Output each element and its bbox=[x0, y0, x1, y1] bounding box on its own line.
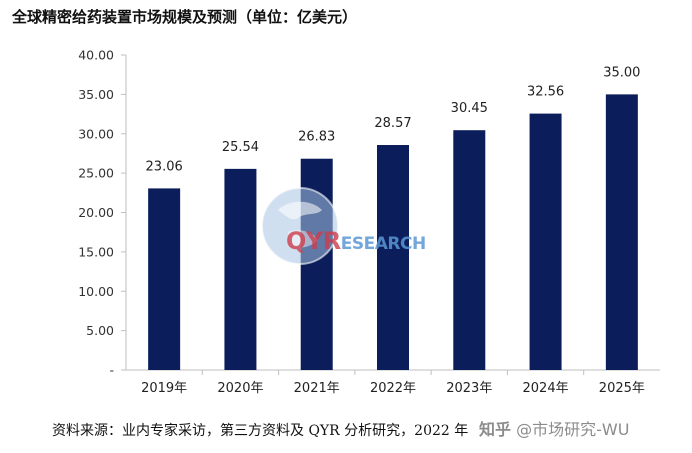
y-tick-label: 5.00 bbox=[86, 323, 114, 338]
data-label: 26.83 bbox=[298, 130, 335, 145]
chart-title: 全球精密给药装置市场规模及预测（单位：亿美元） bbox=[12, 8, 358, 26]
x-tick-label: 2025年 bbox=[599, 381, 645, 396]
x-tick-label: 2023年 bbox=[446, 381, 492, 396]
data-labels: 23.06 25.54 26.83 28.57 30.45 32.56 35.00 bbox=[146, 65, 641, 174]
x-tick-label: 2024年 bbox=[523, 381, 569, 396]
source-note: 资料来源：业内专家采访，第三方资料及 QYR 分析研究，2022 年 bbox=[52, 423, 469, 439]
data-label: 25.54 bbox=[222, 140, 259, 155]
watermark-brand-q: QYR bbox=[286, 227, 341, 255]
y-tick-label: - bbox=[109, 363, 114, 378]
data-label: 28.57 bbox=[374, 116, 411, 131]
x-tick-label: 2020年 bbox=[217, 381, 263, 396]
data-label: 35.00 bbox=[603, 65, 640, 80]
y-axis-ticks: - 5.00 10.00 15.00 20.00 25.00 30.00 35.00 40.00 bbox=[78, 48, 126, 378]
author-credit: 知乎 @市场研究-WU bbox=[479, 416, 629, 440]
y-tick-label: 40.00 bbox=[78, 48, 114, 63]
bar-2023年 bbox=[453, 130, 486, 370]
bar-2019年 bbox=[148, 188, 181, 370]
x-tick-label: 2019年 bbox=[141, 381, 187, 396]
y-tick-label: 20.00 bbox=[78, 205, 114, 220]
y-tick-label: 10.00 bbox=[78, 284, 114, 299]
x-axis-ticks: 2019年 2020年 2021年 2022年 2023年 2024年 2025年 bbox=[141, 370, 645, 396]
data-label: 30.45 bbox=[451, 101, 488, 116]
y-tick-label: 15.00 bbox=[78, 244, 114, 259]
x-tick-label: 2021年 bbox=[294, 381, 340, 396]
y-tick-label: 35.00 bbox=[78, 87, 114, 102]
watermark-brand-rest: ESEARCH bbox=[340, 234, 426, 254]
credit-mark: 知乎 bbox=[479, 420, 512, 439]
credit-text: @市场研究-WU bbox=[511, 420, 630, 439]
x-tick-label: 2022年 bbox=[370, 381, 416, 396]
qyr-research-watermark: QYRESEARCH bbox=[258, 186, 438, 266]
y-tick-label: 30.00 bbox=[78, 126, 114, 141]
bar-series bbox=[148, 94, 638, 370]
data-label: 32.56 bbox=[527, 85, 564, 100]
bar-2020年 bbox=[224, 168, 257, 370]
bar-2024年 bbox=[529, 113, 562, 370]
globe-icon bbox=[261, 187, 339, 265]
bar-2025年 bbox=[605, 94, 638, 370]
y-tick-label: 25.00 bbox=[78, 166, 114, 181]
data-label: 23.06 bbox=[146, 159, 183, 174]
bar-2022年 bbox=[377, 145, 409, 370]
watermark-brand: QYRESEARCH bbox=[286, 227, 426, 255]
